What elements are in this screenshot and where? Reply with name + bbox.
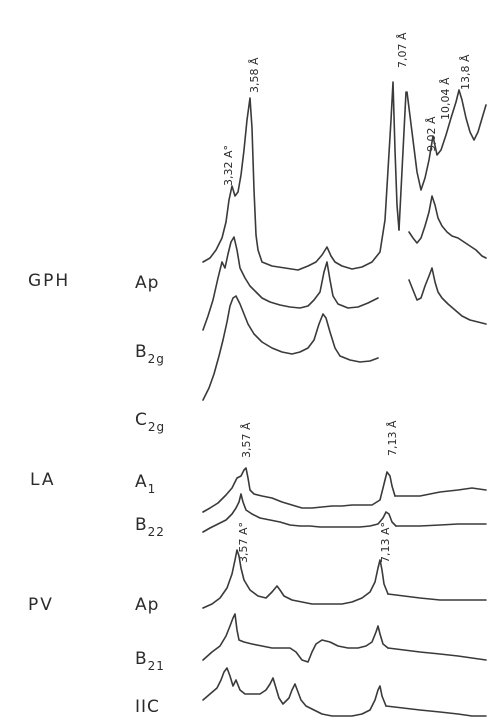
horizon-label-pv-b21: B21 <box>135 649 165 673</box>
trace-pv-b21 <box>202 613 389 663</box>
group-label-gph: GPH <box>28 271 70 291</box>
trace-pv-ap <box>202 549 389 609</box>
trace-gph-ap-right <box>406 89 487 191</box>
trace-gph-c2g-right <box>408 267 487 325</box>
trace-gph-b2g-right <box>408 195 487 259</box>
peak-label-gph-13-8: 13,8 Å <box>459 54 472 90</box>
horizon-label-gph-b2g: B2g <box>135 342 165 366</box>
trace-gph-c2g <box>202 295 379 401</box>
trace-right-tails <box>385 91 487 717</box>
diffractogram-traces <box>202 81 487 717</box>
horizon-label-la-b22: B22 <box>135 515 165 539</box>
peak-label-la-7-13: 7,13 Å <box>386 420 399 456</box>
horizon-label-pv-iic: IIC <box>135 697 160 717</box>
trace-gph-b2g <box>202 236 379 331</box>
peak-label-gph-3-58: 3,58 Å <box>248 57 261 93</box>
horizon-label-pv-ap: Ap <box>135 595 159 615</box>
horizon-label-gph-ap: Ap <box>135 273 159 293</box>
trace-gph-ap <box>202 81 400 271</box>
trace-la-b22 <box>202 493 397 533</box>
group-label-la: LA <box>30 470 56 490</box>
peak-label-la-3-57: 3,57 Å <box>240 422 253 458</box>
group-label-pv: PV <box>28 595 54 615</box>
peak-label-pv-3-57: 3,57 A° <box>237 522 250 563</box>
trace-pv-iic <box>202 667 387 717</box>
peak-label-gph-7-07: 7,07 Å <box>396 32 409 68</box>
trace-la-a1 <box>202 467 396 513</box>
peak-label-pv-7-13: 7,13 A° <box>379 522 392 563</box>
horizon-label-gph-c2g: C2g <box>135 410 165 434</box>
horizon-label-la-a1: A1 <box>135 472 156 496</box>
peak-label-gph-3-32: 3,32 A° <box>222 145 235 186</box>
peak-label-gph-10-04: 10,04 Å <box>439 77 452 120</box>
